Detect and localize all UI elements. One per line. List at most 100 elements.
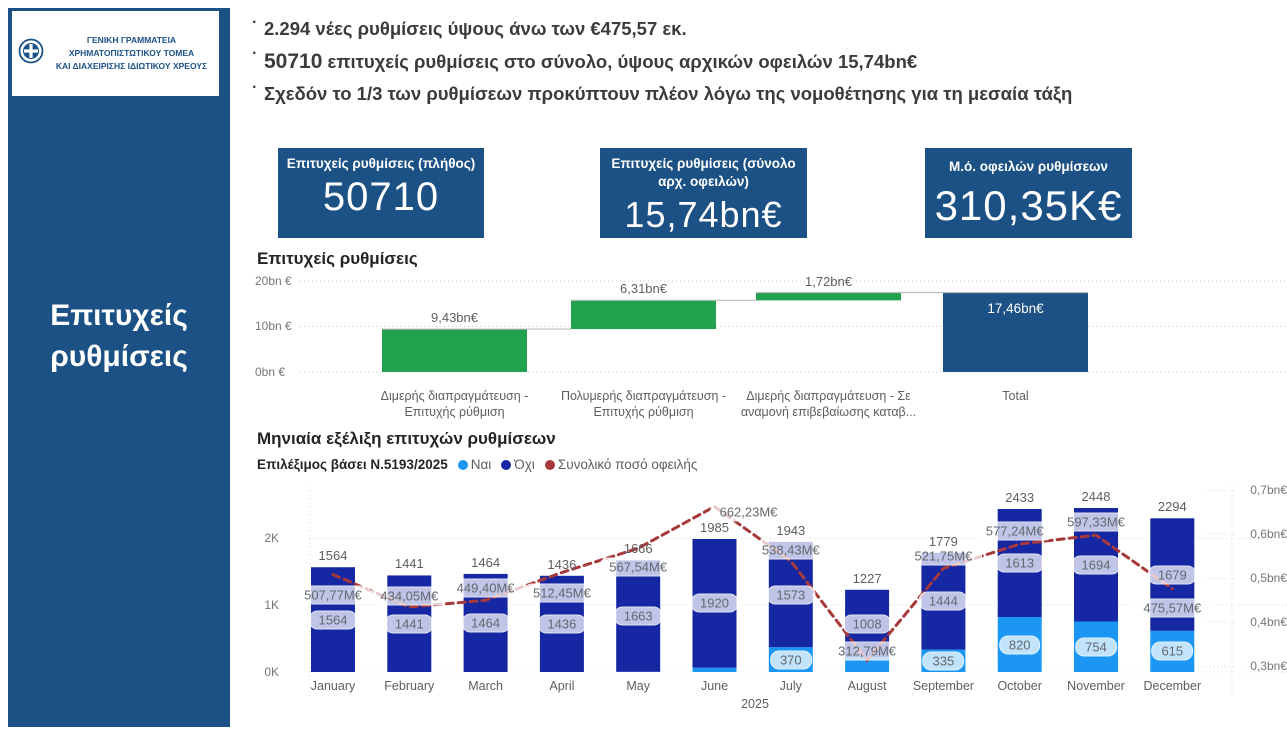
bar-total-label: 2448 [1081,488,1111,504]
line-value-pill: 507,77M€ [294,585,372,605]
line-value-pill: 434,05M€ [370,586,449,606]
kpi-card-successful-count[interactable]: Επιτυχείς ρυθμίσεις (πλήθος) 50710 [278,148,484,238]
agency-name: ΓΕΝΙΚΗ ΓΡΑΜΜΑΤΕΙΑ ΧΡΗΜΑΤΟΠΙΣΤΩΤΙΚΟΥ ΤΟΜΕ… [55,35,208,71]
legend-label: Ναι [470,457,492,472]
month-label: June [700,679,729,693]
bar-yes-value-pill: 615 [1151,641,1194,661]
month-label: January [310,679,356,693]
bar-segment-yes[interactable] [845,657,890,672]
monthly-left-tick: 1K [264,598,279,612]
monthly-right-tick: 0,6bn€ [1250,527,1287,541]
line-value-pill: 512,45M€ [522,583,601,603]
kpi-card-average-debt[interactable]: Μ.ό. οφειλών ρυθμίσεων 310,35Κ€ [925,148,1132,238]
bullet-2-body: επιτυχείς ρυθμίσεις στο σύνολο, ύψους αρ… [322,50,838,72]
bar-no-value-pill: 1613 [995,553,1045,573]
month-label: February [384,679,435,693]
waterfall-canvas [300,280,1287,373]
month-label: August [847,679,887,693]
waterfall-total-bar[interactable] [943,292,1088,372]
legend-label: Όχι [514,457,535,472]
bullet-2-count: 50710 [264,49,323,73]
legend-item-yes[interactable]: Ναι [457,457,492,472]
bullet-marker: · [252,79,258,97]
agency-logo: ΓΕΝΙΚΗ ΓΡΑΜΜΑΤΕΙΑ ΧΡΗΜΑΤΟΠΙΣΤΩΤΙΚΟΥ ΤΟΜΕ… [12,11,219,96]
month-label: April [549,679,575,693]
legend-title: Επιλέξιμος βάσει Ν.5193/2025 [257,457,448,472]
bullet-1-text: 2.294 νέες ρυθμίσεις ύψους άνω των €475,… [264,18,687,39]
bar-total-label: 1666 [623,541,653,557]
waterfall-y-tick: 0bn € [255,365,286,379]
line-value-pill: 538,43M€ [751,540,830,560]
kpi-title: Επιτυχείς ρυθμίσεις (πλήθος) [286,156,476,171]
line-value-pill: 662,23M€ [709,502,788,522]
bar-yes-value-pill: 370 [769,650,812,670]
legend-item-no[interactable]: Όχι [501,457,535,472]
kpi-title: Μ.ό. οφειλών ρυθμίσεων [949,159,1108,174]
monthly-right-tick: 0,4bn€ [1250,615,1287,629]
page-title: Επιτυχείς ρυθμίσεις [50,299,188,373]
total-debt-line[interactable] [331,504,1174,663]
sidebar: ΓΕΝΙΚΗ ΓΡΑΜΜΑΤΕΙΑ ΧΡΗΜΑΤΟΠΙΣΤΩΤΙΚΟΥ ΤΟΜΕ… [8,8,230,727]
bar-no-value-pill: 1694 [1071,555,1121,575]
line-value-pill: 597,33M€ [1057,512,1135,532]
bullet-3: · Σχεδόν το 1/3 των ρυθμίσεων προκύπτουν… [252,79,1232,108]
month-label: November [1067,679,1125,693]
waterfall-increase-bar[interactable] [571,300,716,330]
bar-yes-value-pill: 335 [922,651,965,671]
waterfall-chart[interactable]: 0bn € 10bn € 20bn € 9,43bn€ 6,31bn€ 1,72bn€ 17… [255,248,1287,426]
month-label: July [779,679,802,693]
bullet-marker: · [252,44,258,62]
greek-emblem-icon [18,38,44,69]
monthly-chart-title: Μηνιαία εξέλιξη επιτυχών ρυθμίσεων [257,429,556,448]
waterfall-category-label: Διμερής διαπραγμάτευση - Επιτυχής ρύθμιση [380,389,529,420]
waterfall-category-label: Total [1002,389,1029,403]
kpi-value: 310,35Κ€ [934,182,1123,230]
monthly-left-tick: 2K [264,531,279,545]
monthly-stacked-bar-line-chart[interactable]: 0K 1K 2K 0,3bn€ 0,4bn€ 0,5bn€ 0,6bn€ 0,7bn€ 1564… [255,482,1287,729]
month-label: October [997,679,1042,693]
waterfall-chart-title: Επιτυχείς ρυθμίσεις [257,249,418,268]
month-label: March [468,679,503,693]
bar-no-value-pill: 1564 [308,610,358,630]
bullet-2: · 50710 επιτυχείς ρυθμίσεις στο σύνολο, … [252,44,1232,77]
bar-no-value-pill: 1679 [1147,565,1197,585]
monthly-left-tick: 0K [264,665,279,679]
bar-no-value-pill: 1436 [537,614,587,634]
waterfall-bar-value: 6,31bn€ [620,281,667,297]
line-value-pill: 521,75M€ [904,546,983,566]
bar-total-label: 2294 [1157,499,1187,515]
waterfall-bar-value: 1,72bn€ [805,273,852,289]
summary-bullets: · 2.294 νέες ρυθμίσεις ύψους άνω των €47… [252,14,1232,112]
waterfall-increase-bar[interactable] [756,292,901,301]
bar-no-value-pill: 1441 [384,614,434,634]
bullet-2-text: 50710 επιτυχείς ρυθμίσεις στο σύνολο, ύψ… [264,47,917,77]
monthly-chart-legend: Επιλέξιμος βάσει Ν.5193/2025 Ναι Όχι Συν… [257,457,707,472]
bar-total-label: 1943 [776,522,806,538]
bar-total-label: 2433 [1005,489,1035,505]
bar-segment-yes[interactable] [692,667,737,672]
monthly-right-tick: 0,3bn€ [1250,659,1287,673]
bar-total-label: 1441 [394,556,424,572]
month-label: December [1143,679,1202,693]
bar-yes-value-pill: 820 [998,635,1041,655]
bar-no-value-pill: 1464 [461,613,511,633]
legend-item-total-debt[interactable]: Συνολικό ποσό οφειλής [544,457,697,472]
bar-no-value-pill: 1663 [613,606,663,626]
legend-dot-icon [457,459,468,470]
bar-total-label: 1227 [852,570,882,586]
legend-dot-icon [501,459,512,470]
monthly-right-tick: 0,7bn€ [1250,483,1287,497]
kpi-card-total-initial-debt[interactable]: Επιτυχείς ρυθμίσεις (σύνολο αρχ. οφειλών… [600,148,807,238]
bullet-2-amount: 15,74bn€ [837,50,918,72]
waterfall-increase-bar[interactable] [382,329,527,372]
bullet-1: · 2.294 νέες ρυθμίσεις ύψους άνω των €47… [252,14,1232,43]
line-value-pill: 577,24M€ [975,521,1054,541]
legend-dot-icon [544,459,555,470]
waterfall-y-tick: 10bn € [255,319,292,334]
line-value-pill: 567,54M€ [599,557,678,577]
bar-total-label: 1564 [318,548,348,564]
line-value-pill: 312,79M€ [828,641,907,661]
waterfall-category-label: Πολυμερής διαπραγμάτευση - Επιτυχής ρύθμι… [560,389,727,420]
bar-no-value-pill: 1573 [766,585,816,604]
